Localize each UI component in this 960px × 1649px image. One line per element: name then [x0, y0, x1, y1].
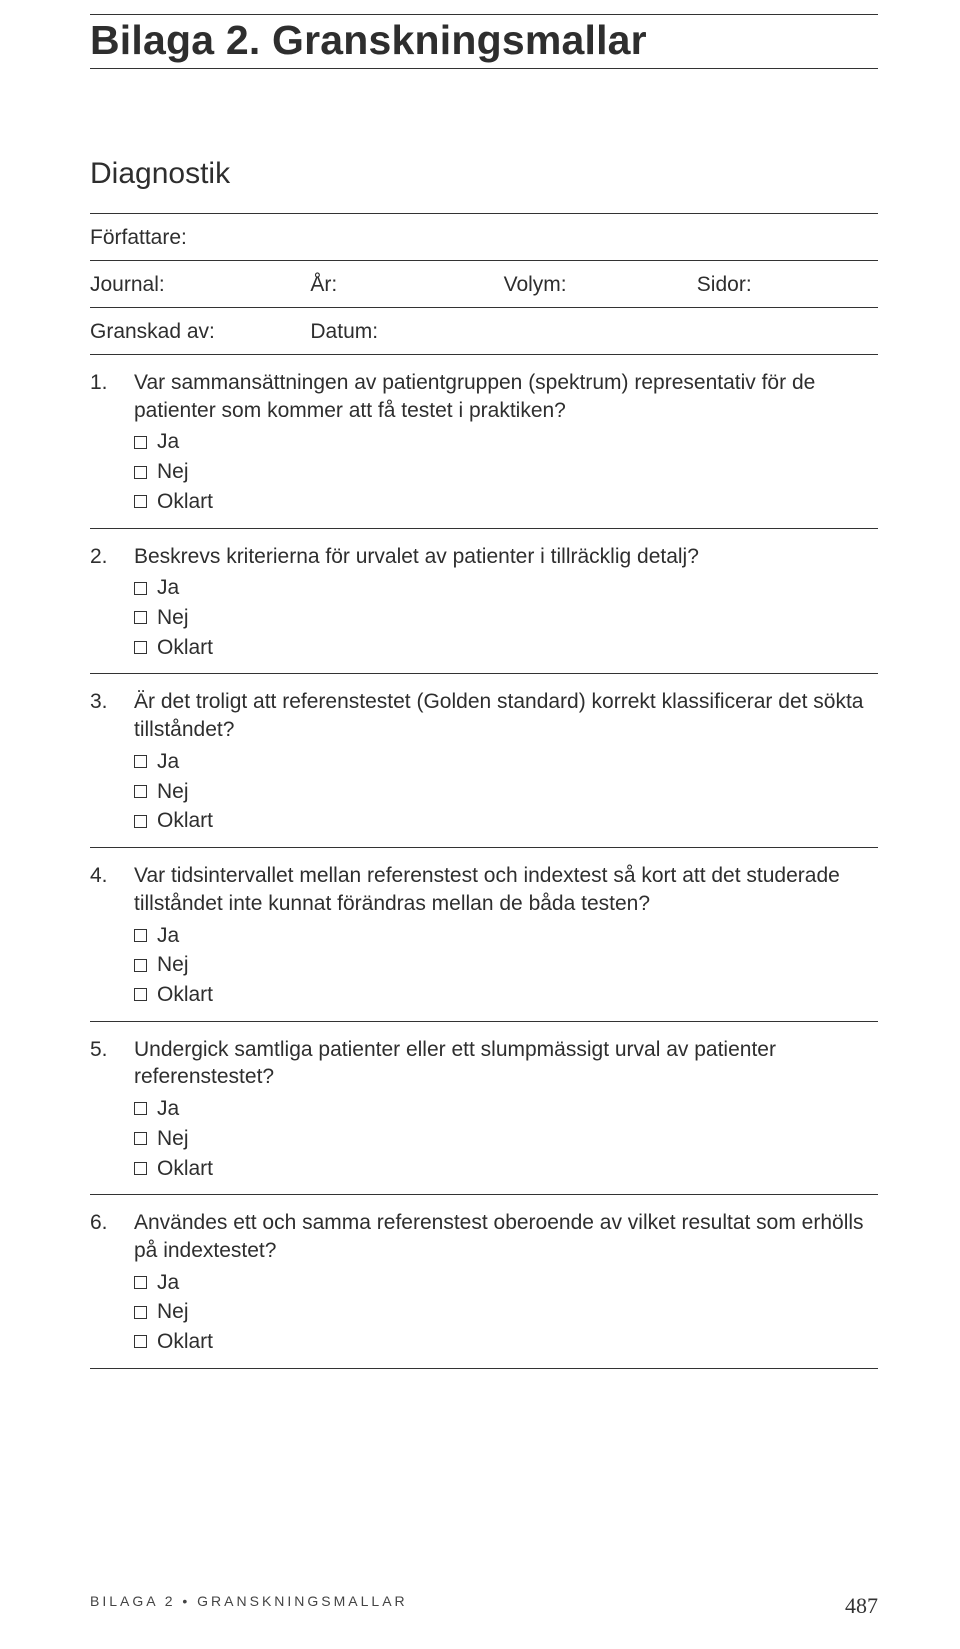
option-unclear-label: Oklart [157, 1155, 213, 1183]
page-title: Bilaga 2. Granskningsmallar [90, 17, 878, 64]
option-no-checkbox[interactable] [134, 1306, 147, 1319]
option-unclear-label: Oklart [157, 807, 213, 835]
option-yes-checkbox[interactable] [134, 436, 147, 449]
question-body: Beskrevs kriterierna för urvalet av pati… [134, 543, 878, 662]
option-no-row: Nej [134, 951, 878, 979]
question-number: 6. [90, 1209, 134, 1356]
option-no-row: Nej [134, 778, 878, 806]
option-unclear-checkbox[interactable] [134, 988, 147, 1001]
questions-list: 1.Var sammansättningen av patientgruppen… [90, 355, 878, 1369]
option-no-label: Nej [157, 458, 189, 486]
question-body: Användes ett och samma referenstest ober… [134, 1209, 878, 1356]
meta-row-journal: Journal: År: Volym: Sidor: [90, 260, 878, 307]
option-yes-checkbox[interactable] [134, 1276, 147, 1289]
question-text: Är det troligt att referenstestet (Golde… [134, 688, 878, 743]
option-unclear-row: Oklart [134, 1328, 878, 1356]
pages-label: Sidor: [697, 273, 878, 297]
option-unclear-row: Oklart [134, 807, 878, 835]
option-no-row: Nej [134, 604, 878, 632]
option-no-label: Nej [157, 604, 189, 632]
option-unclear-checkbox[interactable] [134, 1162, 147, 1175]
option-yes-row: Ja [134, 1095, 878, 1123]
year-label: År: [310, 273, 491, 297]
option-yes-checkbox[interactable] [134, 1102, 147, 1115]
option-yes-checkbox[interactable] [134, 929, 147, 942]
option-no-label: Nej [157, 1125, 189, 1153]
question-number: 4. [90, 862, 134, 1009]
option-yes-row: Ja [134, 574, 878, 602]
question-block: 3.Är det troligt att referenstestet (Gol… [90, 674, 878, 848]
option-yes-label: Ja [157, 428, 179, 456]
option-no-label: Nej [157, 951, 189, 979]
author-label: Författare: [90, 226, 878, 250]
option-yes-label: Ja [157, 574, 179, 602]
question-block: 5.Undergick samtliga patienter eller ett… [90, 1022, 878, 1196]
option-unclear-row: Oklart [134, 1155, 878, 1183]
reviewed-by-label: Granskad av: [90, 320, 298, 344]
option-no-checkbox[interactable] [134, 466, 147, 479]
option-yes-row: Ja [134, 922, 878, 950]
option-unclear-row: Oklart [134, 634, 878, 662]
option-no-checkbox[interactable] [134, 959, 147, 972]
option-unclear-label: Oklart [157, 488, 213, 516]
option-unclear-label: Oklart [157, 981, 213, 1009]
option-unclear-label: Oklart [157, 634, 213, 662]
option-no-row: Nej [134, 458, 878, 486]
option-unclear-checkbox[interactable] [134, 815, 147, 828]
journal-label: Journal: [90, 273, 298, 297]
page: Bilaga 2. Granskningsmallar Diagnostik F… [0, 0, 960, 1649]
option-unclear-checkbox[interactable] [134, 641, 147, 654]
question-body: Var sammansättningen av patientgruppen (… [134, 369, 878, 516]
footer-page-number: 487 [845, 1593, 878, 1619]
option-no-checkbox[interactable] [134, 1132, 147, 1145]
meta-row-reviewer: Granskad av: Datum: [90, 307, 878, 355]
question-block: 4.Var tidsintervallet mellan referenstes… [90, 848, 878, 1022]
volume-label: Volym: [504, 273, 685, 297]
option-yes-label: Ja [157, 1095, 179, 1123]
question-number: 2. [90, 543, 134, 662]
option-no-label: Nej [157, 1298, 189, 1326]
question-text: Användes ett och samma referenstest ober… [134, 1209, 878, 1264]
option-no-row: Nej [134, 1125, 878, 1153]
question-text: Undergick samtliga patienter eller ett s… [134, 1036, 878, 1091]
question-block: 2.Beskrevs kriterierna för urvalet av pa… [90, 529, 878, 675]
option-unclear-checkbox[interactable] [134, 495, 147, 508]
question-body: Var tidsintervallet mellan referenstest … [134, 862, 878, 1009]
date-label: Datum: [310, 320, 491, 344]
option-yes-label: Ja [157, 748, 179, 776]
question-block: 1.Var sammansättningen av patientgruppen… [90, 355, 878, 529]
option-unclear-label: Oklart [157, 1328, 213, 1356]
title-rule-block: Bilaga 2. Granskningsmallar [90, 14, 878, 69]
option-unclear-row: Oklart [134, 488, 878, 516]
footer: BILAGA 2 • GRANSKNINGSMALLAR 487 [90, 1593, 878, 1619]
option-no-label: Nej [157, 778, 189, 806]
question-body: Undergick samtliga patienter eller ett s… [134, 1036, 878, 1183]
option-yes-row: Ja [134, 748, 878, 776]
question-number: 3. [90, 688, 134, 835]
option-no-checkbox[interactable] [134, 785, 147, 798]
question-block: 6.Användes ett och samma referenstest ob… [90, 1195, 878, 1369]
option-yes-label: Ja [157, 922, 179, 950]
option-unclear-checkbox[interactable] [134, 1335, 147, 1348]
question-number: 1. [90, 369, 134, 516]
option-unclear-row: Oklart [134, 981, 878, 1009]
footer-left-text: BILAGA 2 • GRANSKNINGSMALLAR [90, 1593, 408, 1619]
option-yes-row: Ja [134, 428, 878, 456]
option-yes-label: Ja [157, 1269, 179, 1297]
metadata-block: Författare: Journal: År: Volym: Sidor: G… [90, 213, 878, 355]
section-heading: Diagnostik [90, 157, 878, 191]
option-yes-checkbox[interactable] [134, 755, 147, 768]
question-number: 5. [90, 1036, 134, 1183]
question-body: Är det troligt att referenstestet (Golde… [134, 688, 878, 835]
question-text: Var tidsintervallet mellan referenstest … [134, 862, 878, 917]
question-text: Var sammansättningen av patientgruppen (… [134, 369, 878, 424]
question-text: Beskrevs kriterierna för urvalet av pati… [134, 543, 878, 571]
option-no-row: Nej [134, 1298, 878, 1326]
option-yes-row: Ja [134, 1269, 878, 1297]
meta-row-author: Författare: [90, 213, 878, 260]
option-yes-checkbox[interactable] [134, 582, 147, 595]
option-no-checkbox[interactable] [134, 611, 147, 624]
